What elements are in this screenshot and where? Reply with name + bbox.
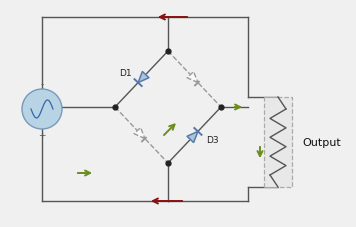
Polygon shape <box>138 72 149 83</box>
Polygon shape <box>187 72 198 83</box>
Polygon shape <box>187 132 198 143</box>
Text: -: - <box>40 80 44 89</box>
Circle shape <box>22 90 62 129</box>
FancyBboxPatch shape <box>264 98 292 187</box>
Text: +: + <box>38 131 46 139</box>
Text: D3: D3 <box>206 136 219 145</box>
Text: D1: D1 <box>119 69 132 78</box>
Text: Output: Output <box>302 137 341 147</box>
Polygon shape <box>134 128 145 139</box>
